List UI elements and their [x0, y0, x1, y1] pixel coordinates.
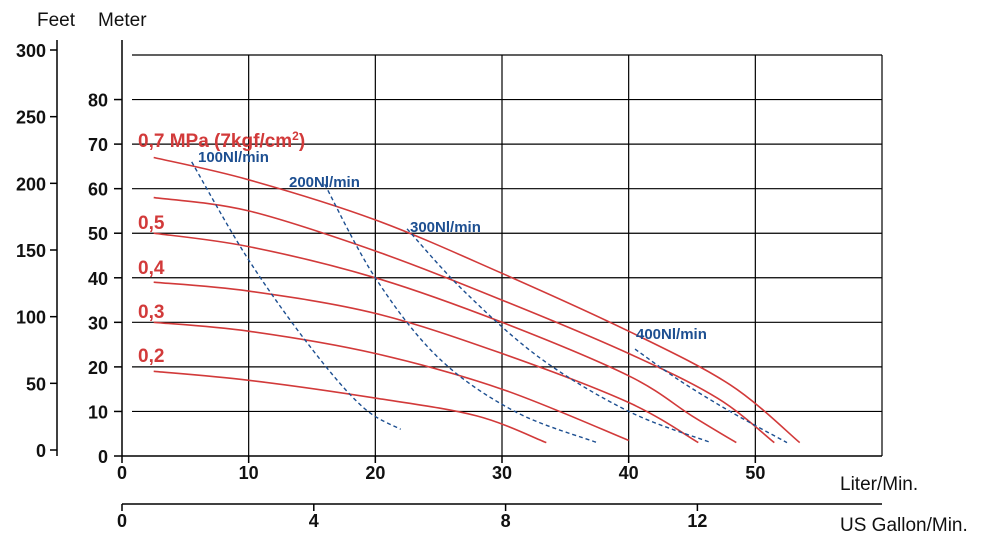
- meter-tick-label: 0: [98, 447, 108, 467]
- feet-tick-label: 0: [36, 441, 46, 461]
- pressure-curve: [153, 196, 775, 444]
- pressure-label: 0,5: [138, 213, 165, 234]
- feet-axis-label: Feet: [37, 10, 76, 31]
- pressure-label: 0,4: [138, 258, 165, 279]
- air-flow-curve: [191, 161, 402, 430]
- liter-tick-label: 30: [492, 463, 512, 483]
- meter-tick-label: 80: [88, 91, 108, 111]
- pressure-curve: [153, 281, 699, 444]
- liter-tick-label: 20: [365, 463, 385, 483]
- liter-tick-label: 10: [239, 463, 259, 483]
- feet-tick-label: 50: [26, 374, 46, 394]
- pressure-curve: [153, 321, 629, 442]
- axes: [56, 40, 882, 505]
- meter-tick-label: 10: [88, 402, 108, 422]
- air-flow-label: 100Nl/min: [198, 149, 269, 166]
- feet-tick-label: 200: [16, 174, 46, 194]
- air-flow-label: 200Nl/min: [289, 174, 360, 191]
- grid: [132, 54, 883, 456]
- meter-tick-label: 50: [88, 224, 108, 244]
- liter-tick-label: 40: [619, 463, 639, 483]
- gallon-tick-label: 8: [501, 511, 511, 531]
- meter-tick-label: 60: [88, 180, 108, 200]
- meter-tick-label: 30: [88, 313, 108, 333]
- series-labels: 0,7 MPa (7kgf/cm2) 0,5 0,4 0,3 0,2 100Nl/min 2…: [138, 129, 707, 367]
- air-flow-label: 300Nl/min: [410, 219, 481, 236]
- feet-tick-label: 250: [16, 108, 46, 128]
- liter-tick-label: 0: [117, 463, 127, 483]
- curves: [153, 156, 801, 444]
- liter-axis-label: Liter/Min.: [840, 474, 918, 495]
- feet-tick-label: 100: [16, 308, 46, 328]
- meter-axis-label: Meter: [98, 10, 147, 31]
- pressure-label: 0,2: [138, 346, 164, 367]
- gallon-tick-label: 0: [117, 511, 127, 531]
- air-flow-label: 400Nl/min: [636, 326, 707, 343]
- liter-tick-label: 50: [745, 463, 765, 483]
- air-flow-curve: [406, 228, 712, 444]
- pressure-label: 0,3: [138, 302, 164, 323]
- feet-tick-label: 150: [16, 241, 46, 261]
- pressure-curve: [153, 232, 737, 444]
- pressure-curve: [153, 156, 801, 444]
- gallon-tick-label: 4: [309, 511, 319, 531]
- pressure-curve: [153, 370, 547, 444]
- gallon-axis-label: US Gallon/Min.: [840, 515, 968, 536]
- meter-tick-label: 70: [88, 135, 108, 155]
- pressure-label: 0,7 MPa (7kgf/cm2): [138, 129, 305, 152]
- meter-tick-label: 20: [88, 358, 108, 378]
- meter-tick-label: 40: [88, 269, 108, 289]
- gallon-tick-label: 12: [687, 511, 707, 531]
- feet-tick-label: 300: [16, 41, 46, 61]
- air-flow-curve: [634, 348, 788, 444]
